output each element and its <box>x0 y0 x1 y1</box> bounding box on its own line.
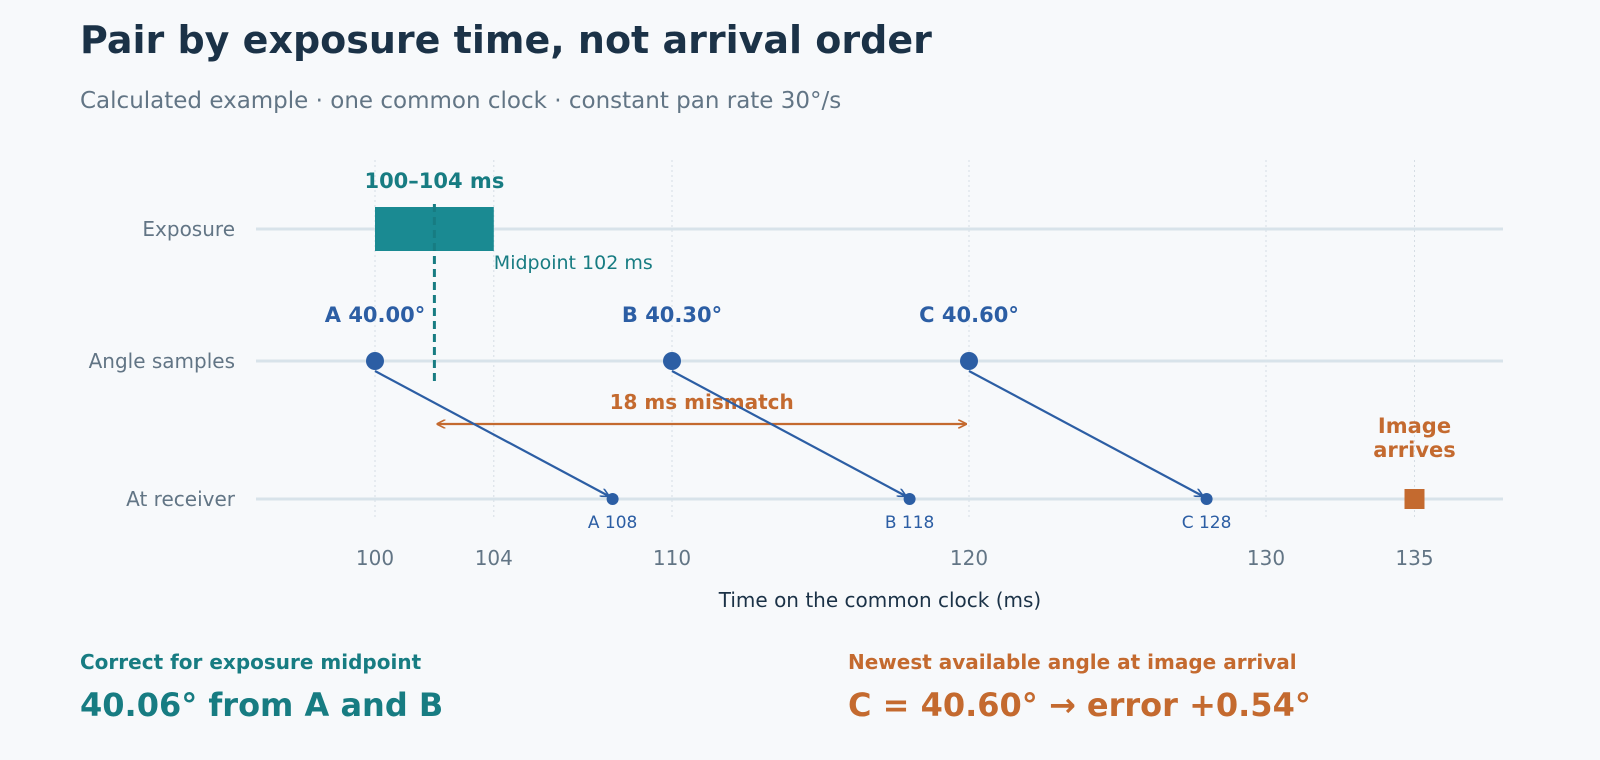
lane-label-1: Angle samples <box>89 349 235 373</box>
timeline-diagram: Exposure Angle samples At receiver 100–104 … <box>89 160 1503 612</box>
receiver-point-A <box>606 493 619 505</box>
correct-method-label: Correct for exposure midpoint <box>80 650 422 674</box>
mismatch-label: 18 ms mismatch <box>610 390 794 414</box>
image-arrival-marker <box>1404 489 1425 509</box>
angle-sample-point-B <box>663 352 681 370</box>
x-tick-label-120: 120 <box>950 546 988 570</box>
angle-sample-label-B: B 40.30° <box>622 303 722 327</box>
page-subtitle: Calculated example · one common clock · … <box>80 88 842 114</box>
receiver-label-A: A 108 <box>588 513 637 533</box>
angle-sample-point-A <box>366 352 384 370</box>
x-tick-label-104: 104 <box>475 546 513 570</box>
angle-sample-label-C: C 40.60° <box>919 303 1019 327</box>
angle-sample-point-C <box>960 352 978 370</box>
transit-arrow-B <box>671 370 906 496</box>
receiver-point-C <box>1200 493 1213 505</box>
lane-label-2: At receiver <box>126 487 236 511</box>
page-title: Pair by exposure time, not arrival order <box>80 18 932 62</box>
correct-method-value: 40.06° from A and B <box>80 686 444 724</box>
receiver-point-B <box>903 493 916 505</box>
naive-method-label: Newest available angle at image arrival <box>848 650 1297 674</box>
image-arrival-label-0: Image <box>1378 414 1451 438</box>
exposure-range-label: 100–104 ms <box>364 169 504 193</box>
angle-sample-label-A: A 40.00° <box>325 303 426 327</box>
transit-arrow-A <box>374 370 609 496</box>
exposure-midpoint-label: Midpoint 102 ms <box>494 252 653 274</box>
transit-arrow-C <box>968 370 1203 496</box>
x-axis-label: Time on the common clock (ms) <box>718 588 1041 612</box>
x-tick-label-110: 110 <box>653 546 691 570</box>
image-arrival-label-1: arrives <box>1373 438 1456 462</box>
x-tick-label-135: 135 <box>1395 546 1433 570</box>
x-tick-label-130: 130 <box>1247 546 1285 570</box>
receiver-label-C: C 128 <box>1182 513 1232 533</box>
naive-method-value: C = 40.60° → error +0.54° <box>848 686 1311 724</box>
lane-label-0: Exposure <box>142 217 235 241</box>
x-tick-label-100: 100 <box>356 546 394 570</box>
receiver-label-B: B 118 <box>885 513 935 533</box>
